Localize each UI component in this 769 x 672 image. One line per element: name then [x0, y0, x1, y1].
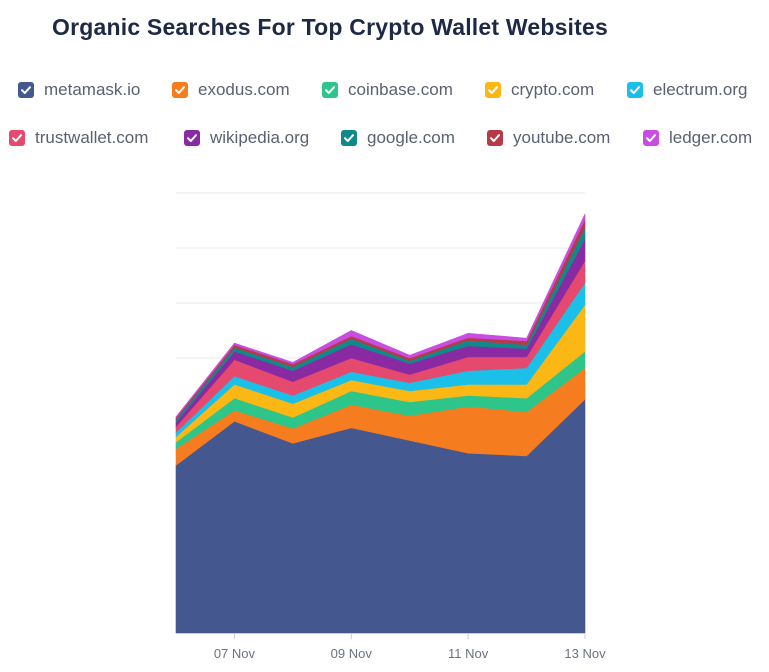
legend-checkbox-icon[interactable]: [643, 130, 659, 146]
legend-label: google.com: [367, 128, 455, 147]
x-axis: 07 Nov 09 Nov 11 Nov 13 Nov: [176, 633, 606, 661]
legend-item-youtube-com[interactable]: youtube.com: [487, 128, 610, 148]
legend-checkbox-icon[interactable]: [9, 130, 25, 146]
legend-item-coinbase-com[interactable]: coinbase.com: [322, 80, 453, 100]
legend-checkbox-icon[interactable]: [184, 130, 200, 146]
legend-checkbox-icon[interactable]: [627, 82, 643, 98]
legend-label: wikipedia.org: [210, 128, 310, 147]
x-tick-label: 09 Nov: [331, 646, 373, 661]
x-tick-label: 07 Nov: [214, 646, 256, 661]
legend-item-crypto-com[interactable]: crypto.com: [485, 80, 594, 100]
legend-item-electrum-org[interactable]: electrum.org: [627, 80, 747, 100]
legend-item-google-com[interactable]: google.com: [341, 128, 455, 148]
legend-checkbox-icon[interactable]: [341, 130, 357, 146]
legend: metamask.io exodus.com coinbase.com crypto.…: [0, 0, 769, 170]
legend-label: youtube.com: [513, 128, 611, 147]
legend-checkbox-icon[interactable]: [322, 82, 338, 98]
legend-label: coinbase.com: [348, 80, 453, 99]
area-ledger-com[interactable]: [175, 213, 586, 419]
legend-label: trustwallet.com: [35, 128, 149, 147]
x-tick-label: 11 Nov: [448, 646, 489, 661]
legend-label: metamask.io: [44, 80, 141, 99]
area-series-group: [175, 213, 586, 634]
legend-label: ledger.com: [669, 128, 753, 147]
legend-item-trustwallet-com[interactable]: trustwallet.com: [9, 128, 148, 148]
legend-item-ledger-com[interactable]: ledger.com: [643, 128, 752, 148]
legend-item-exodus-com[interactable]: exodus.com: [172, 80, 290, 100]
legend-checkbox-icon[interactable]: [18, 82, 34, 98]
legend-checkbox-icon[interactable]: [485, 82, 501, 98]
chart-title: Organic Searches For Top Crypto Wallet W…: [52, 14, 608, 40]
legend-checkbox-icon[interactable]: [487, 130, 503, 146]
legend-label: electrum.org: [653, 80, 748, 99]
legend-item-metamask-io[interactable]: metamask.io: [18, 80, 140, 100]
x-tick-label: 13 Nov: [564, 646, 606, 661]
legend-label: crypto.com: [511, 80, 595, 99]
legend-label: exodus.com: [198, 80, 290, 99]
legend-checkbox-icon[interactable]: [172, 82, 188, 98]
legend-item-wikipedia-org[interactable]: wikipedia.org: [184, 128, 309, 148]
